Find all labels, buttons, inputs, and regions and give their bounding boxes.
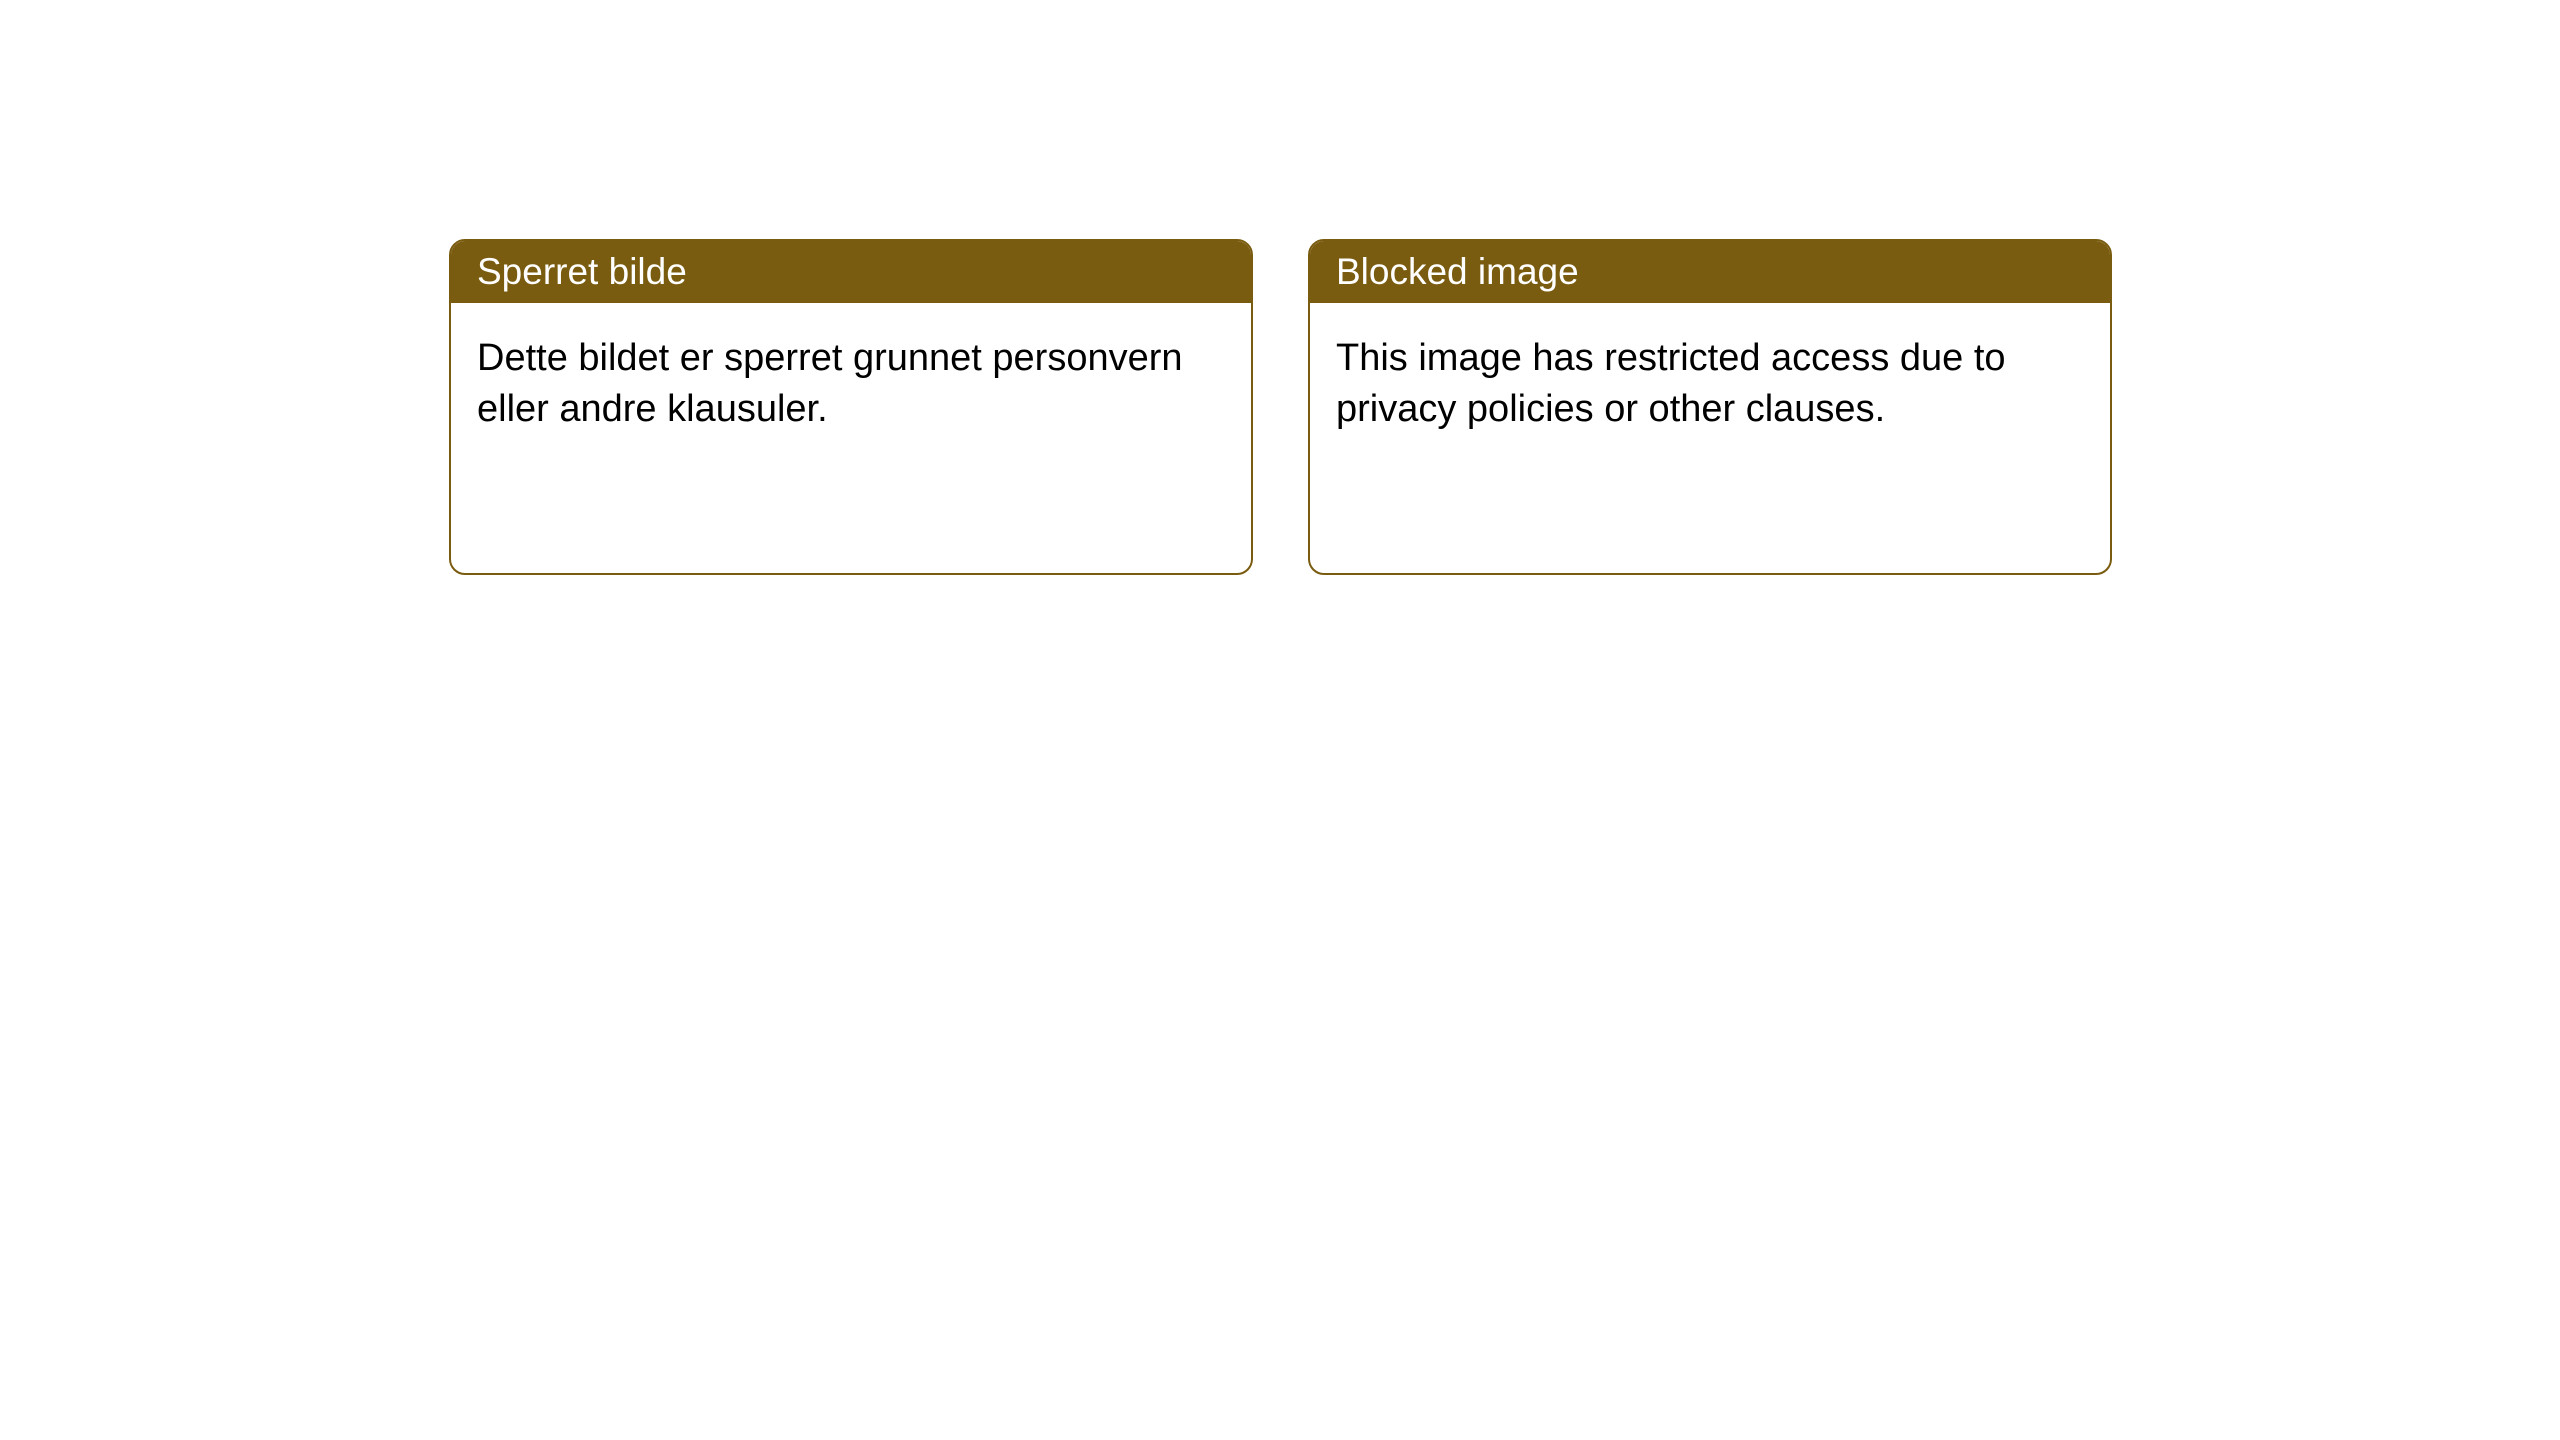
- notice-card-english: Blocked image This image has restricted …: [1308, 239, 2112, 575]
- card-header-english: Blocked image: [1310, 241, 2110, 303]
- card-text: Dette bildet er sperret grunnet personve…: [477, 333, 1225, 436]
- card-body-norwegian: Dette bildet er sperret grunnet personve…: [451, 303, 1251, 573]
- notice-card-norwegian: Sperret bilde Dette bildet er sperret gr…: [449, 239, 1253, 575]
- notice-container: Sperret bilde Dette bildet er sperret gr…: [0, 0, 2560, 575]
- card-title: Sperret bilde: [477, 251, 687, 292]
- card-title: Blocked image: [1336, 251, 1579, 292]
- card-body-english: This image has restricted access due to …: [1310, 303, 2110, 573]
- card-text: This image has restricted access due to …: [1336, 333, 2084, 436]
- card-header-norwegian: Sperret bilde: [451, 241, 1251, 303]
